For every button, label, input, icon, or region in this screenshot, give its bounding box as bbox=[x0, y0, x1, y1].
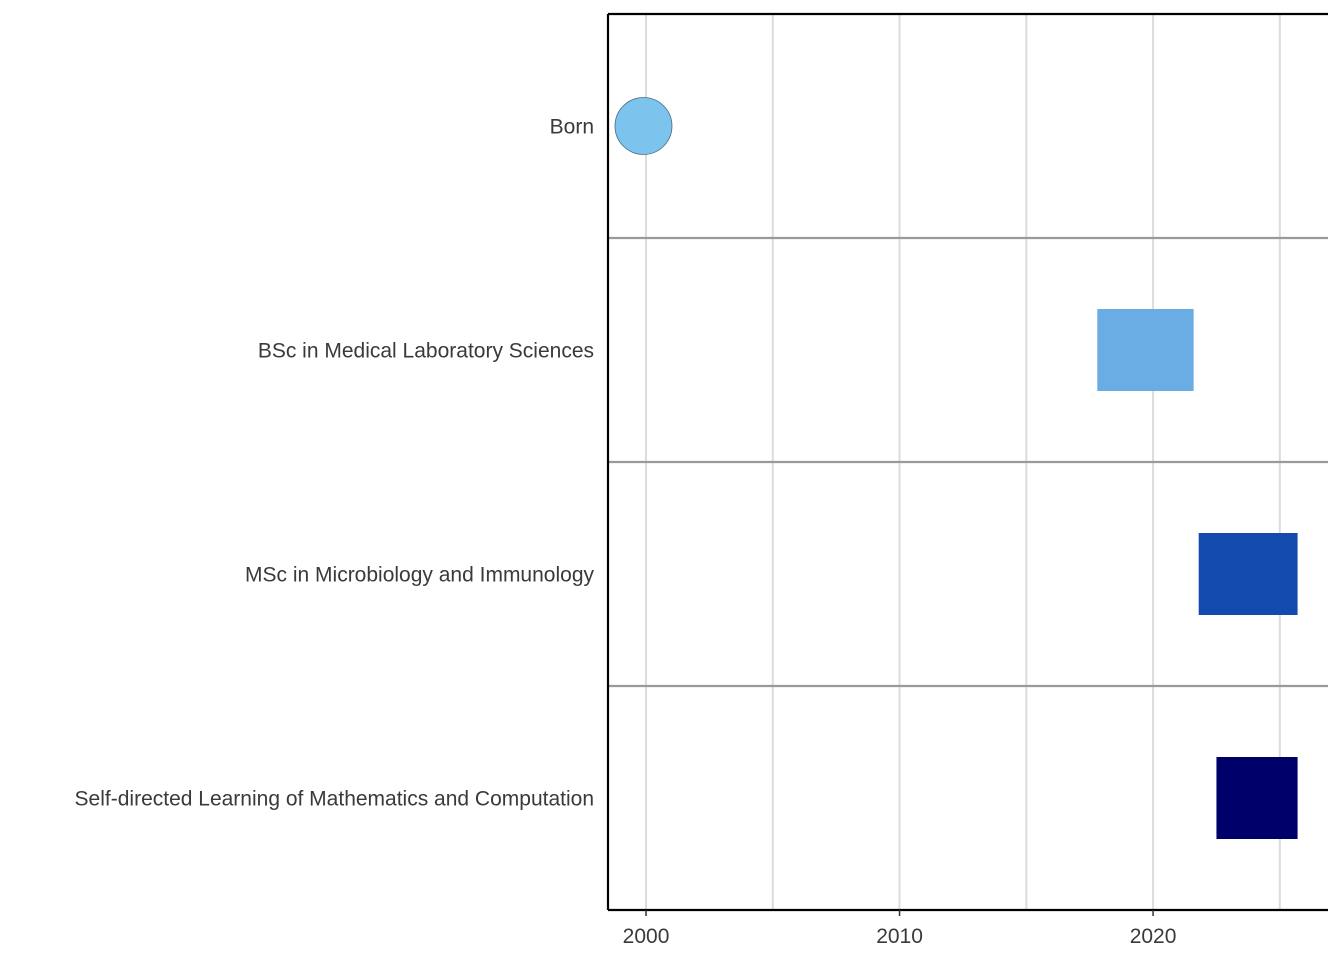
category-labels: Born BSc in Medical Laboratory Sciences MS… bbox=[75, 116, 595, 811]
x-tick-label: 2010 bbox=[876, 925, 923, 948]
category-label: Born bbox=[550, 116, 594, 139]
event-bar-3 bbox=[1216, 757, 1298, 839]
category-label: Self-directed Learning of Mathematics an… bbox=[75, 788, 594, 811]
category-label: BSc in Medical Laboratory Sciences bbox=[258, 340, 594, 363]
x-tick-label: 2000 bbox=[623, 925, 670, 948]
row-separators bbox=[608, 236, 1328, 688]
x-tick-labels: 2000 2010 2020 bbox=[623, 910, 1177, 948]
event-point-0 bbox=[614, 97, 673, 155]
timeline-marks bbox=[614, 97, 1298, 839]
event-bar-1 bbox=[1097, 309, 1194, 391]
category-label: MSc in Microbiology and Immunology bbox=[245, 564, 594, 587]
x-tick-label: 2020 bbox=[1130, 925, 1177, 948]
event-bar-2 bbox=[1198, 533, 1298, 615]
axes bbox=[606, 12, 1328, 912]
